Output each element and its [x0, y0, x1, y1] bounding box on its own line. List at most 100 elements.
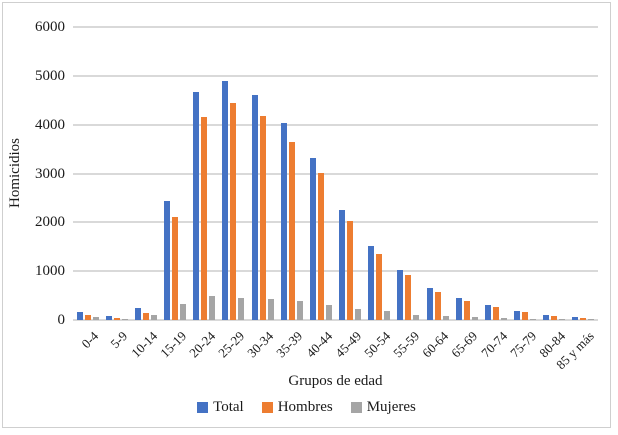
- y-axis-tick-label: 0: [57, 312, 66, 328]
- bar-mujeres: [150, 315, 157, 320]
- bar-cluster: [423, 27, 452, 320]
- bar-hombres: [492, 307, 499, 320]
- legend-marker-icon: [261, 402, 273, 413]
- gridline: [73, 123, 598, 126]
- bar-cluster: [190, 27, 219, 320]
- bar-mujeres: [238, 298, 245, 320]
- bar-mujeres: [471, 317, 478, 320]
- bar-hombres: [434, 292, 441, 320]
- bar-cluster: [511, 27, 540, 320]
- bar-hombres: [288, 142, 295, 320]
- bar-mujeres: [355, 309, 362, 320]
- bar-cluster: [336, 27, 365, 320]
- gridline: [73, 74, 598, 77]
- bar-total: [251, 95, 258, 320]
- bar-cluster: [277, 27, 306, 320]
- bar-total: [339, 210, 346, 320]
- bar-mujeres: [325, 305, 332, 320]
- legend-label: Total: [213, 399, 244, 415]
- bar-hombres: [230, 103, 237, 320]
- x-axis-tick-label: 50-54: [361, 328, 394, 361]
- bar-cluster: [73, 27, 102, 320]
- bar-mujeres: [209, 296, 216, 320]
- bar-hombres: [405, 275, 412, 320]
- legend: Total Hombres Mujeres: [3, 399, 610, 416]
- bar-mujeres: [500, 318, 507, 320]
- gridline: [73, 270, 598, 273]
- legend-item-total: Total: [197, 399, 244, 416]
- y-axis-tick-label: 2000: [35, 214, 65, 231]
- bar-total: [543, 315, 550, 320]
- bar-mujeres: [588, 319, 595, 320]
- bar-mujeres: [92, 317, 99, 320]
- bar-hombres: [376, 254, 383, 320]
- bar-cluster: [131, 27, 160, 320]
- bar-cluster: [219, 27, 248, 320]
- y-axis-tick-label: 3000: [35, 165, 65, 182]
- plot-area: [73, 26, 598, 321]
- gridline: [73, 172, 598, 175]
- x-axis-tick-label: 60-64: [419, 328, 452, 361]
- bar-mujeres: [384, 311, 391, 320]
- bar-total: [105, 316, 112, 320]
- y-axis-tick-label: 4000: [35, 116, 65, 133]
- x-axis-tick-label: 35-39: [273, 328, 306, 361]
- bar-mujeres: [180, 304, 187, 320]
- x-axis-tick-label: 45-49: [331, 328, 364, 361]
- legend-item-hombres: Hombres: [261, 399, 333, 416]
- bar-hombres: [84, 315, 91, 320]
- bar-total: [484, 305, 491, 320]
- x-axis-title: Grupos de edad: [288, 373, 383, 389]
- bar-hombres: [142, 313, 149, 320]
- bar-total: [164, 201, 171, 320]
- bar-hombres: [522, 312, 529, 320]
- bar-mujeres: [530, 319, 537, 320]
- bar-hombres: [347, 221, 354, 320]
- x-axis-tick-label: 25-29: [215, 328, 248, 361]
- bar-mujeres: [442, 316, 449, 320]
- gridline: [73, 319, 598, 321]
- y-axis-tick-label: 6000: [35, 19, 65, 35]
- bar-total: [193, 92, 200, 320]
- x-axis-tick-label: 30-34: [244, 328, 277, 361]
- bar-total: [572, 317, 579, 320]
- bar-cluster: [452, 27, 481, 320]
- x-axis-tick-label: 10-14: [127, 328, 160, 361]
- y-axis-tick-label: 5000: [35, 67, 65, 84]
- x-axis-tick-label: 20-24: [186, 328, 219, 361]
- x-axis-tick-label: 70-74: [477, 328, 510, 361]
- bar-mujeres: [413, 315, 420, 320]
- bar-cluster: [394, 27, 423, 320]
- x-axis-tick-label: 5-9: [107, 328, 131, 352]
- bar-total: [455, 298, 462, 320]
- legend-item-mujeres: Mujeres: [350, 399, 416, 416]
- bar-cluster: [161, 27, 190, 320]
- bar-mujeres: [121, 319, 128, 320]
- bar-total: [222, 81, 229, 320]
- legend-label: Hombres: [277, 399, 333, 415]
- bar-mujeres: [559, 319, 566, 320]
- chart-frame: Homicidios Grupos de edad Total Hombres Mu…: [2, 2, 611, 428]
- x-axis-tick-label: 65-69: [448, 328, 481, 361]
- x-axis-tick-label: 0-4: [78, 328, 102, 352]
- bar-cluster: [306, 27, 335, 320]
- x-axis-tick-label: 55-59: [390, 328, 423, 361]
- bar-total: [309, 158, 316, 320]
- bar-total: [514, 311, 521, 320]
- bar-mujeres: [296, 301, 303, 320]
- bar-hombres: [317, 173, 324, 320]
- bar-total: [76, 312, 83, 320]
- bar-hombres: [580, 318, 587, 320]
- x-axis-tick-label: 40-44: [302, 328, 335, 361]
- bar-total: [280, 123, 287, 320]
- legend-marker-icon: [350, 402, 362, 413]
- bar-hombres: [201, 117, 208, 320]
- bar-hombres: [172, 217, 179, 320]
- legend-label: Mujeres: [366, 399, 416, 415]
- x-axis-tick-label: 75-79: [506, 328, 539, 361]
- bar-cluster: [365, 27, 394, 320]
- bar-hombres: [551, 316, 558, 320]
- bar-cluster: [540, 27, 569, 320]
- bar-cluster: [481, 27, 510, 320]
- gridline: [73, 221, 598, 224]
